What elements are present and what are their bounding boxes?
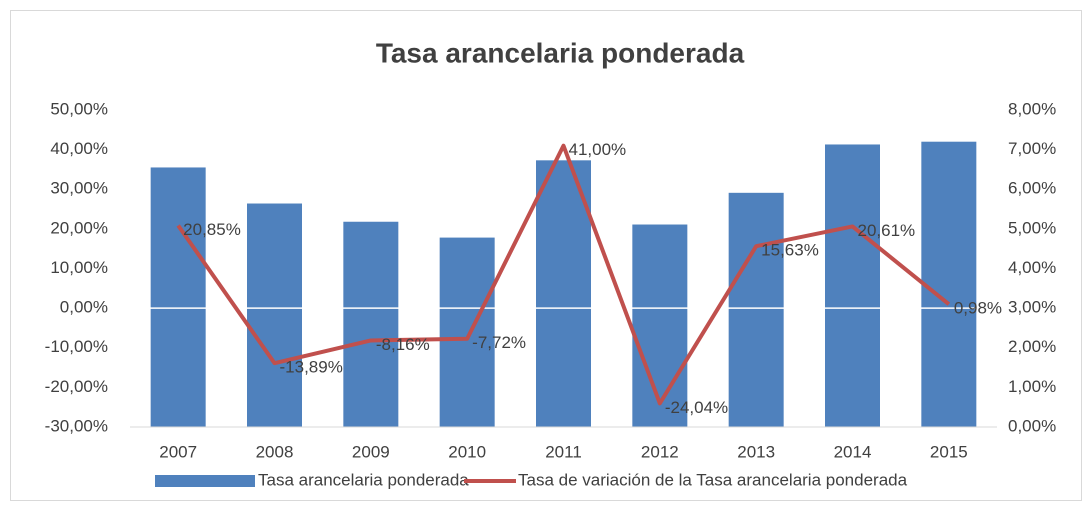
data-label: 0,98% (954, 299, 1002, 318)
x-tick-label: 2007 (159, 442, 197, 461)
bar (728, 192, 784, 427)
legend-label: Tasa de variación de la Tasa arancelaria… (518, 470, 908, 489)
data-label: -7,72% (472, 333, 526, 352)
bar (439, 237, 495, 427)
data-label: -13,89% (280, 358, 343, 377)
y-tick-label: 30,00% (50, 179, 108, 198)
data-label: 41,00% (569, 140, 627, 159)
y2-tick-label: 6,00% (1008, 179, 1056, 198)
x-tick-label: 2013 (737, 442, 775, 461)
y-tick-label: 20,00% (50, 218, 108, 237)
bar (150, 167, 206, 428)
y-tick-label: -20,00% (45, 377, 108, 396)
data-label: 20,85% (183, 220, 241, 239)
y2-tick-label: 2,00% (1008, 337, 1056, 356)
y-tick-label: 40,00% (50, 139, 108, 158)
data-label: -8,16% (376, 335, 430, 354)
x-tick-label: 2015 (930, 442, 968, 461)
x-tick-label: 2008 (256, 442, 294, 461)
data-label: -24,04% (665, 398, 728, 417)
y2-tick-label: 1,00% (1008, 377, 1056, 396)
y-tick-label: 50,00% (50, 99, 108, 118)
y2-tick-label: 7,00% (1008, 139, 1056, 158)
x-tick-label: 2011 (545, 442, 582, 461)
y2-tick-label: 0,00% (1008, 416, 1056, 435)
bar (247, 203, 302, 427)
legend-label: Tasa arancelaria ponderada (258, 470, 469, 489)
y-tick-label: 0,00% (60, 298, 108, 317)
x-tick-label: 2012 (641, 442, 679, 461)
y2-tick-label: 8,00% (1008, 99, 1056, 118)
bar (632, 224, 688, 427)
chart-title: Tasa arancelaria ponderada (376, 37, 745, 68)
x-tick-label: 2009 (352, 442, 390, 461)
data-label: 20,61% (858, 221, 916, 240)
bar (825, 144, 880, 427)
bar (343, 221, 399, 427)
y-tick-label: 10,00% (50, 258, 108, 277)
y-tick-label: -10,00% (45, 337, 108, 356)
bar (921, 141, 977, 427)
x-tick-label: 2010 (448, 442, 486, 461)
y-tick-label: -30,00% (45, 416, 108, 435)
bar (536, 160, 591, 428)
x-tick-label: 2014 (834, 442, 872, 461)
y2-tick-label: 3,00% (1008, 298, 1056, 317)
legend-swatch (155, 475, 255, 487)
line (176, 143, 951, 406)
y2-tick-label: 4,00% (1008, 258, 1056, 277)
y2-tick-label: 5,00% (1008, 218, 1056, 237)
data-label: 15,63% (761, 241, 819, 260)
